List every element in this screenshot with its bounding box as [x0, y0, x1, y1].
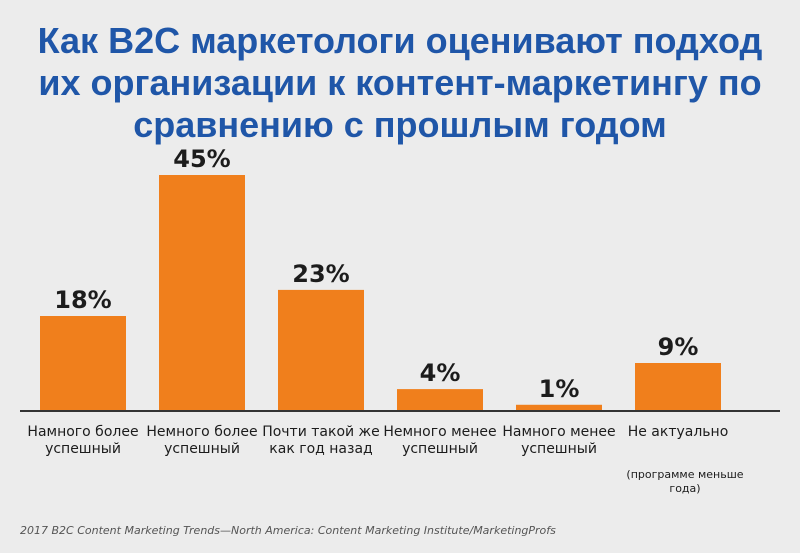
category-label-6: Не актуально	[627, 424, 729, 440]
category-label-2: Немного более успешный	[146, 424, 258, 457]
bar-2	[159, 175, 245, 410]
category-label-4: Немного менее успешный	[383, 424, 497, 457]
bar-3	[278, 289, 364, 410]
bar-value-label-5: 1%	[539, 375, 580, 403]
category-label-1: Намного более успешный	[27, 424, 139, 457]
source-caption: 2017 B2C Content Marketing Trends—North …	[20, 524, 556, 537]
bar-value-label-1: 18%	[54, 286, 111, 314]
chart-title: Как B2C маркетологи оценивают подход их …	[37, 20, 763, 145]
bar-4	[397, 389, 483, 410]
bar-value-label-6: 9%	[658, 333, 699, 361]
bar-6	[635, 363, 721, 410]
bar-5	[516, 404, 602, 410]
bar-1	[40, 316, 126, 410]
bar-value-label-4: 4%	[420, 359, 461, 387]
category-label-5: Намного менее успешный	[502, 424, 616, 457]
category-label-3: Почти такой же как год назад	[262, 424, 380, 457]
bar-value-label-2: 45%	[173, 145, 230, 173]
not-applicable-note: (программе меньше года)	[626, 468, 744, 495]
bar-value-label-3: 23%	[292, 260, 349, 288]
